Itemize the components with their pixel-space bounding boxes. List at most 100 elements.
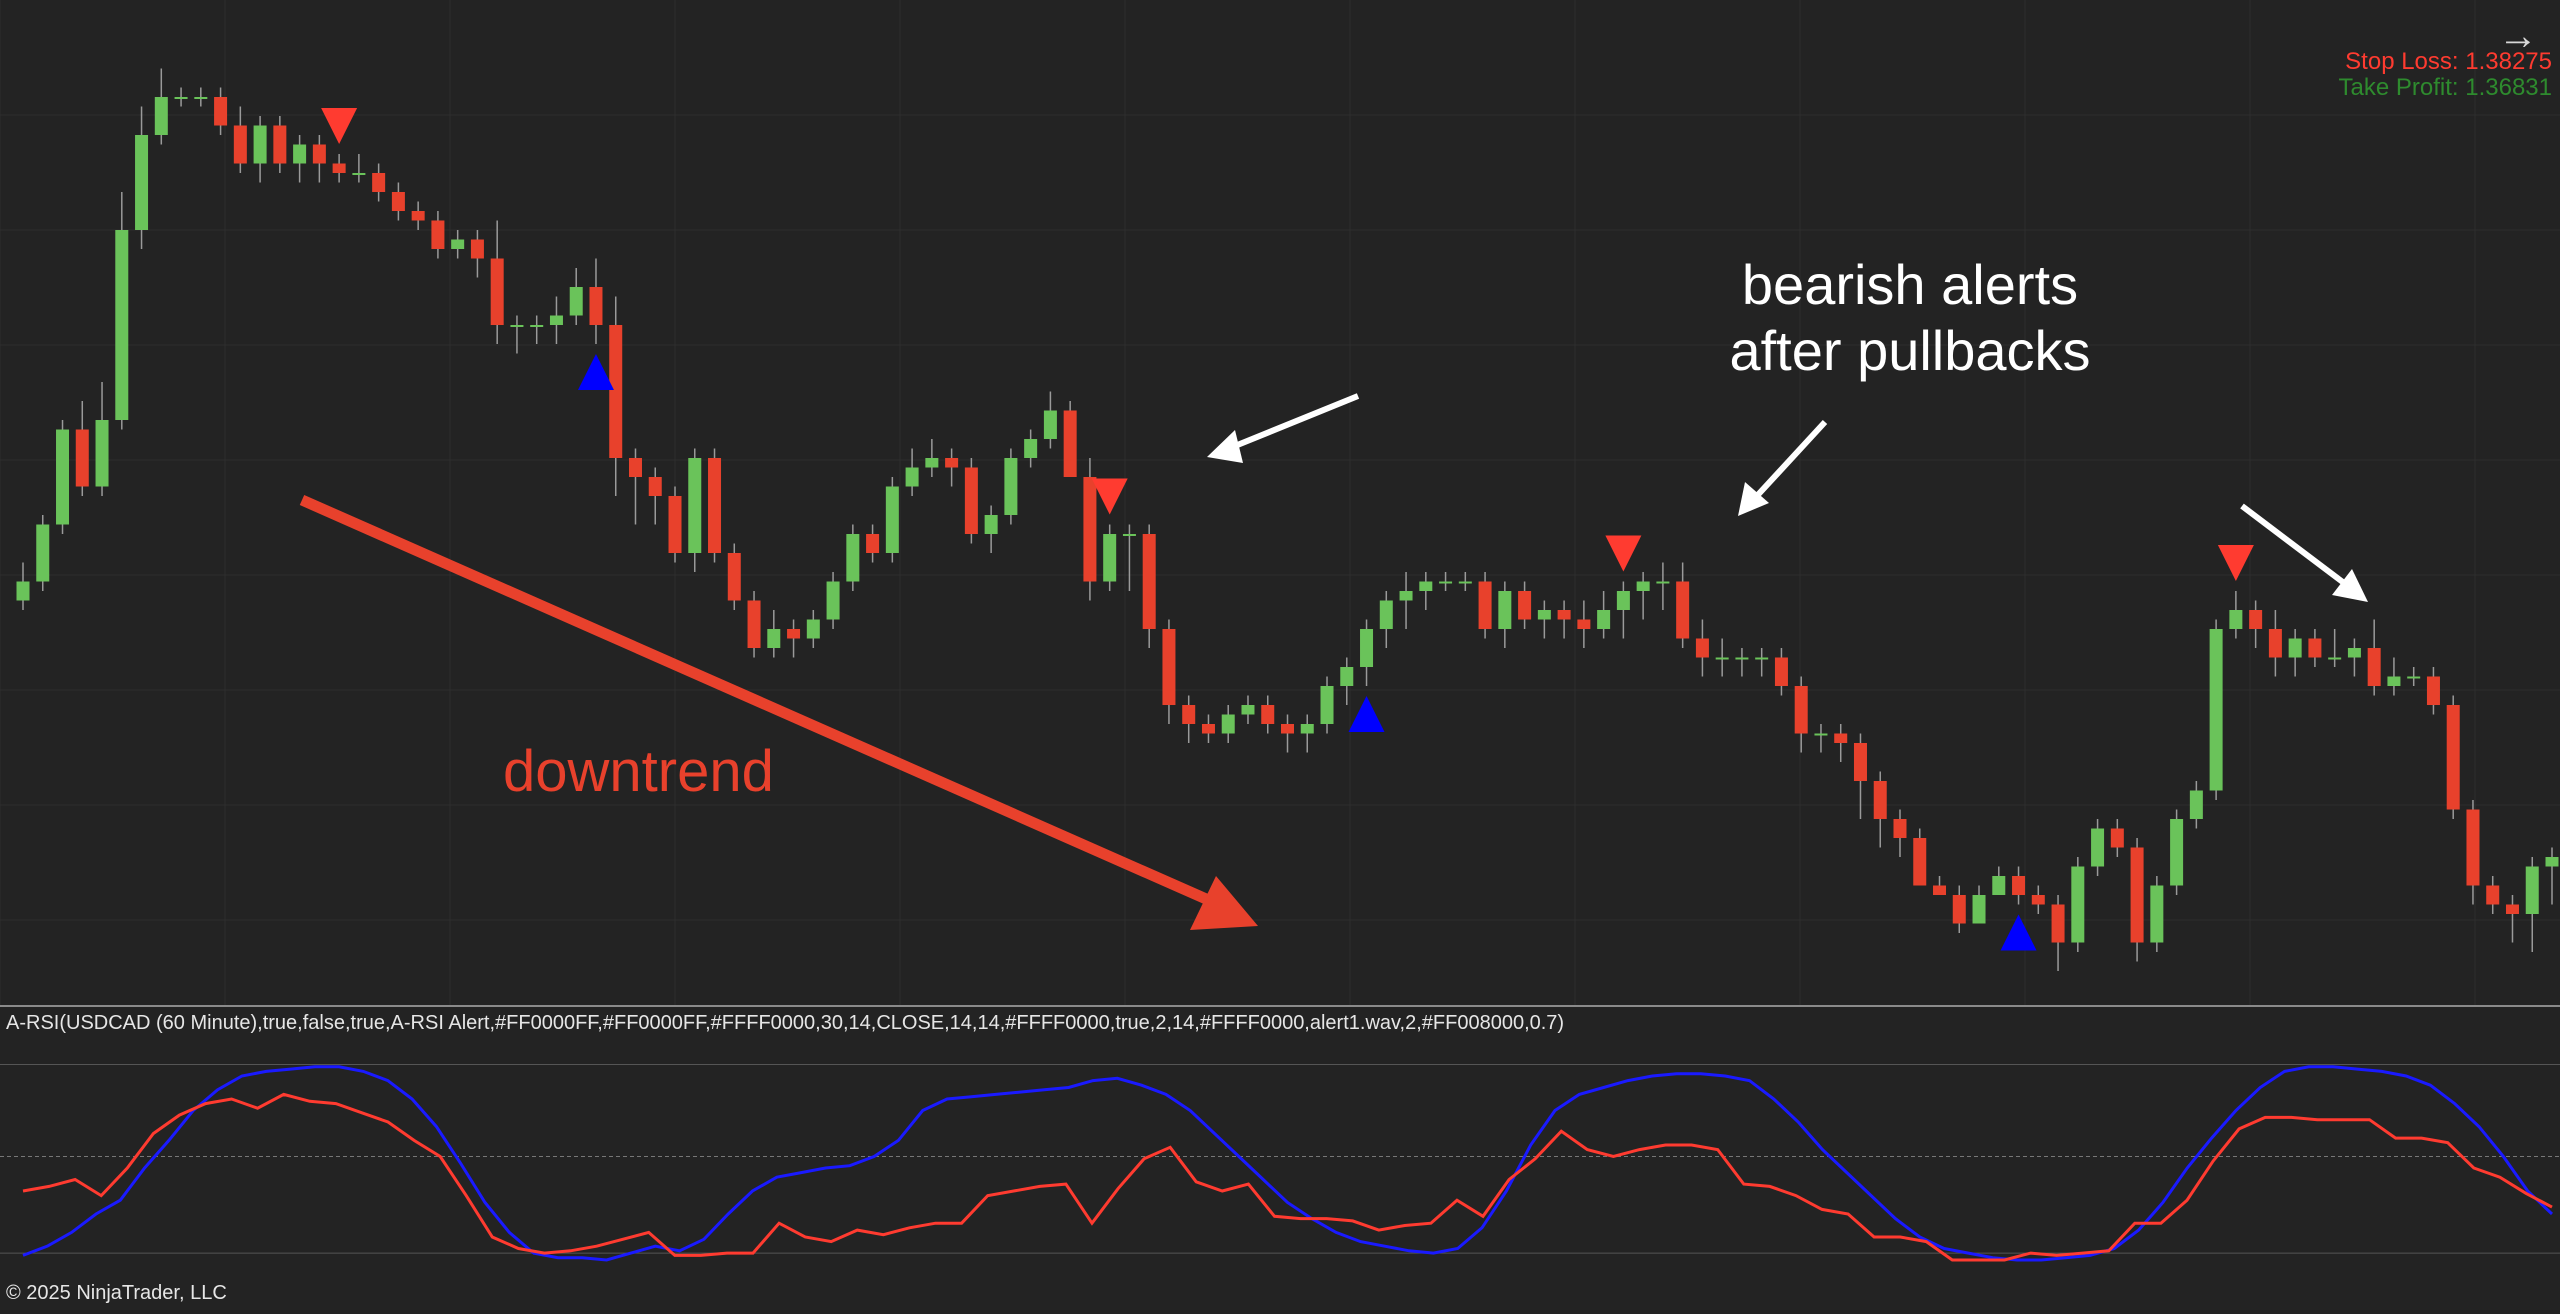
chart-grid [0, 0, 2560, 1006]
bullish-candle [688, 458, 702, 553]
sell-signal-triangle [321, 108, 358, 144]
bearish-candle [2012, 876, 2026, 895]
bearish-candle [1853, 743, 1867, 781]
bullish-candle [530, 325, 544, 327]
bullish-candle [1458, 581, 1472, 584]
bearish-candle [2130, 847, 2144, 943]
pointer-arrow-3-head [2332, 569, 2368, 602]
bearish-candle [1063, 410, 1077, 477]
bearish-candle [233, 125, 247, 164]
bullish-candle [1972, 895, 1986, 924]
bearish-candle [2505, 904, 2519, 914]
bullish-candle [2407, 676, 2421, 679]
bullish-candle [1419, 581, 1433, 591]
bearish-candle [628, 458, 642, 477]
bullish-candle [1498, 591, 1512, 629]
rsi-slow-line [22, 1065, 2554, 1262]
downtrend-arrow-line [299, 494, 1225, 912]
bearish-candle [2308, 638, 2322, 658]
bearish-candle [2051, 904, 2065, 943]
bullish-candle [95, 420, 109, 487]
bullish-candle [510, 325, 524, 327]
annotation-line-2: after pullbacks [1729, 319, 2091, 382]
bearish-candle [1933, 885, 1947, 895]
bullish-candle [1043, 410, 1057, 439]
bearish-candle [2446, 705, 2460, 810]
bullish-candle [36, 524, 50, 582]
bullish-candle [56, 429, 70, 525]
bearish-candle [1261, 705, 1275, 724]
bearish-candle [1281, 724, 1294, 734]
bearish-candle [1913, 838, 1927, 886]
bearish-candle [273, 125, 287, 164]
bearish-candle [1083, 477, 1097, 582]
bullish-candle [1004, 458, 1018, 515]
bearish-candle [2486, 885, 2500, 905]
bullish-candle [1755, 657, 1769, 660]
bullish-candle [1241, 705, 1255, 715]
bearish-candle [727, 553, 741, 601]
bullish-candle [2545, 857, 2559, 867]
bearish-candle [2426, 676, 2440, 705]
bullish-candle [1735, 657, 1749, 660]
bullish-candle [253, 125, 267, 164]
bearish-candle [1518, 591, 1532, 620]
bullish-candle [826, 581, 840, 620]
bearish-candle [2249, 610, 2263, 629]
bullish-candle [115, 230, 129, 420]
bearish-candle [431, 220, 445, 249]
bullish-candle [154, 97, 168, 135]
bullish-candle [451, 239, 465, 249]
bearish-candle [964, 467, 978, 534]
bearish-candle [411, 211, 425, 221]
bullish-candle [2091, 828, 2105, 867]
bearish-candle [1695, 638, 1709, 658]
bearish-candle [1142, 534, 1156, 629]
bullish-candle [1320, 686, 1334, 724]
bearish-candle [1182, 705, 1196, 724]
bullish-candle [1439, 581, 1453, 584]
sell-signal-triangle [1605, 535, 1642, 572]
bearish-candle [2367, 648, 2381, 686]
bearish-candle [2031, 895, 2045, 905]
bearish-candle [1201, 724, 1215, 734]
downtrend-arrow-head [1190, 876, 1258, 930]
bearish-candle [214, 97, 228, 126]
copyright-text: © 2025 NinjaTrader, LLC [6, 1282, 227, 1304]
bullish-candle [1537, 610, 1551, 620]
bullish-candle [549, 315, 563, 325]
stop-loss-label: Stop Loss: 1.38275 [2345, 48, 2552, 75]
bearish-candle [747, 600, 761, 648]
arrow-right-icon[interactable]: → [2498, 14, 2538, 58]
bullish-candle [806, 619, 820, 639]
bullish-candle [905, 467, 919, 487]
bullish-candle [2170, 819, 2184, 886]
bearish-candle [2466, 809, 2480, 886]
bearish-candle [1478, 581, 1492, 629]
bullish-candle [194, 97, 208, 99]
bearish-candle [490, 258, 504, 325]
bearish-candle [2110, 828, 2124, 848]
pointer-arrow-3 [2240, 503, 2350, 589]
bullish-candle [1221, 714, 1235, 734]
bullish-candle [984, 515, 998, 534]
bearish-candle [1162, 629, 1176, 705]
candlestick-series [16, 68, 2559, 971]
bullish-candle [1360, 629, 1374, 667]
bullish-candle [2347, 648, 2361, 658]
bullish-candle [2387, 676, 2401, 686]
bullish-candle [1616, 591, 1630, 610]
bearish-candle [2268, 629, 2282, 658]
bullish-candle [2328, 657, 2342, 660]
bullish-candle [1379, 600, 1393, 629]
rsi-indicator-panel [0, 1064, 2560, 1262]
bullish-candle [1656, 581, 1670, 584]
bearish-candle [1774, 657, 1788, 686]
bullish-candle [1992, 876, 2006, 895]
bearish-candle [945, 458, 959, 468]
sell-signal-triangle [2217, 545, 2254, 581]
bearish-candle [1676, 581, 1690, 639]
bullish-candle [885, 486, 899, 553]
bearish-candle [708, 458, 722, 553]
